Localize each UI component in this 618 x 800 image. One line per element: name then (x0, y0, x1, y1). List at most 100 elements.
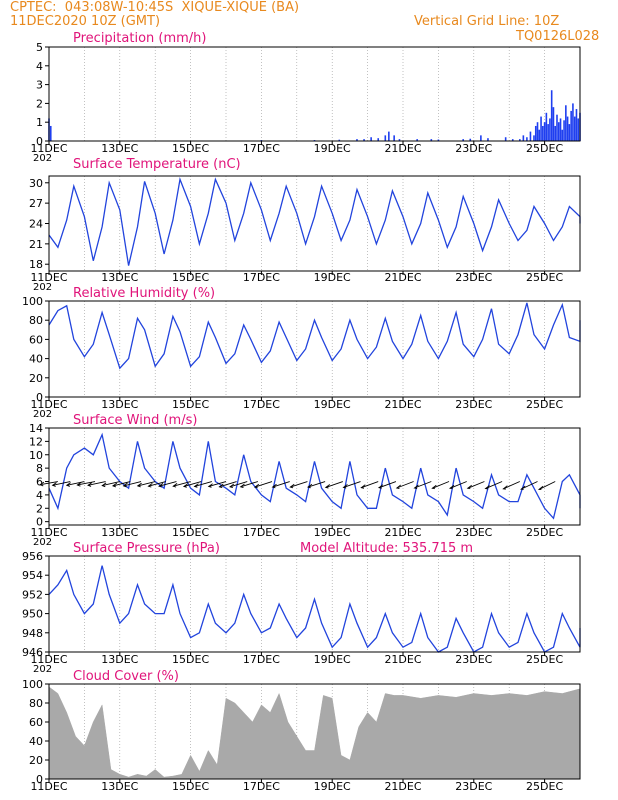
x-tick-label: 17DEC (243, 653, 280, 666)
precip-bar (534, 125, 537, 141)
wind-arrow (158, 481, 177, 487)
wind-arrow-head (520, 485, 526, 490)
precip-bar (540, 116, 542, 141)
precip-bar (577, 118, 580, 141)
precip-bar (568, 124, 571, 141)
x-tick-label: 25DEC (526, 780, 563, 793)
y-tick-label: 30 (29, 177, 43, 190)
wind-arrow (432, 481, 450, 489)
precip-bar (554, 125, 557, 141)
y-tick-label: 0 (36, 516, 43, 529)
header-grid-line: Vertical Grid Line: 10Z (414, 14, 560, 29)
panel-title: Surface Wind (m/s) (73, 413, 197, 428)
precip-bar (370, 137, 372, 141)
x-tick-label: 15DEC (172, 271, 209, 284)
panel-frame (48, 555, 581, 653)
y-tick-label: 27 (29, 197, 43, 210)
x-tick-label: 19DEC (314, 780, 351, 793)
wind-arrow-head (360, 484, 366, 489)
x-year-label: 202 (33, 664, 52, 675)
wind-arrow (183, 481, 202, 487)
wind-arrow-head (182, 483, 189, 488)
wind-arrow-head (431, 484, 437, 490)
series-line (48, 432, 581, 520)
x-tick-label: 23DEC (455, 271, 492, 284)
panel-title: Relative Humidity (%) (73, 286, 215, 301)
x-tick-label: 13DEC (101, 653, 138, 666)
wind-arrow-head (448, 484, 455, 490)
panel-5 (45, 555, 581, 656)
wind-arrow (112, 481, 131, 487)
panel-title: Cloud Cover (%) (73, 669, 179, 684)
precip-bar (533, 135, 535, 141)
x-tick-label: 15DEC (172, 653, 209, 666)
wind-arrow (485, 481, 503, 489)
y-tick-label: 5 (36, 41, 43, 54)
wind-arrow-head (39, 481, 45, 487)
wind-arrow-head (239, 483, 245, 489)
wind-arrow-head (172, 483, 178, 488)
precip-bar (561, 129, 564, 141)
panel-6 (45, 683, 581, 783)
x-tick-label: 17DEC (243, 780, 280, 793)
x-tick-label: 19DEC (314, 142, 351, 155)
y-tick-label: 0 (36, 773, 43, 786)
x-tick-label: 15DEC (172, 142, 209, 155)
wind-arrow-head (306, 483, 313, 489)
panel-title: Surface Pressure (hPa) (73, 541, 220, 556)
wind-arrow-head (377, 484, 384, 489)
wind-arrow (343, 481, 361, 488)
precip-bar (384, 135, 387, 141)
y-tick-label: 0 (36, 135, 43, 148)
wind-arrow-head (537, 485, 544, 491)
y-tick-label: 20 (29, 372, 43, 385)
y-tick-label: 100 (22, 678, 43, 691)
header-date: 11DEC2020 10Z (GMT) (10, 14, 161, 29)
wind-arrow-head (122, 482, 128, 488)
precip-bar (398, 139, 401, 141)
y-tick-label: 950 (22, 608, 43, 621)
y-tick-label: 18 (29, 258, 43, 271)
wind-arrow-head (466, 484, 472, 490)
precip-bar (377, 138, 380, 141)
y-tick-label: 14 (29, 422, 43, 435)
header-location: CPTEC: 043:08W-10:45S XIQUE-XIQUE (BA) (10, 0, 300, 15)
precip-bar (563, 120, 565, 141)
precip-bar (519, 139, 521, 141)
x-tick-label: 25DEC (526, 142, 563, 155)
y-tick-label: 954 (22, 569, 43, 582)
y-tick-label: 12 (29, 435, 43, 448)
wind-arrow (66, 481, 85, 486)
wind-arrow (449, 481, 467, 489)
precip-bar (566, 116, 569, 141)
x-tick-label: 19DEC (314, 398, 351, 411)
x-year-label: 202 (33, 409, 52, 420)
y-tick-label: 40 (29, 735, 43, 748)
wind-arrow-head (289, 483, 295, 489)
x-tick-label: 13DEC (101, 780, 138, 793)
wind-arrow-head (158, 483, 164, 488)
y-tick-label: 946 (22, 646, 43, 659)
x-tick-label: 17DEC (243, 526, 280, 539)
wind-arrow (240, 481, 258, 488)
wind-arrow (219, 481, 237, 488)
wind-arrow-head (76, 482, 82, 487)
x-tick-label: 21DEC (384, 526, 421, 539)
panel-frame (48, 46, 581, 142)
wind-arrow (194, 481, 212, 487)
y-tick-label: 10 (29, 449, 43, 462)
panel-frame (48, 427, 581, 526)
wind-arrow (77, 481, 96, 486)
wind-arrow-head (147, 483, 153, 488)
y-tick-label: 0 (36, 391, 43, 404)
precip-bar (363, 139, 365, 141)
x-tick-label: 19DEC (314, 271, 351, 284)
precip-bar (49, 125, 52, 141)
precip-bar (536, 122, 539, 141)
wind-arrow-head (193, 483, 199, 488)
wind-arrow (87, 481, 106, 486)
x-tick-label: 19DEC (314, 653, 351, 666)
x-tick-label: 15DEC (172, 398, 209, 411)
panel-3 (45, 300, 581, 401)
x-tick-label: 19DEC (314, 526, 351, 539)
